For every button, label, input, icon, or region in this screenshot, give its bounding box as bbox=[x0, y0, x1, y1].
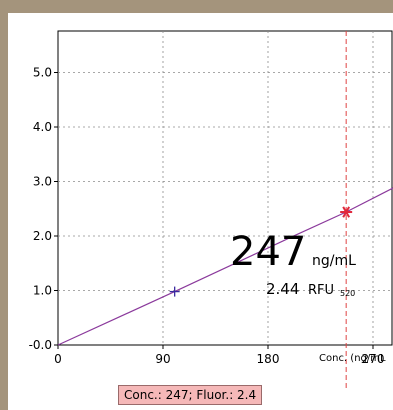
plot-area bbox=[57, 30, 393, 346]
cursor-readout-tooltip: Conc.: 247; Fluor.: 2.4 bbox=[118, 385, 263, 405]
y-tick-label: -0.0 bbox=[29, 338, 52, 352]
fluorescence-wavelength: 520 bbox=[340, 289, 355, 298]
sample-point bbox=[340, 206, 353, 218]
x-tick-label: 180 bbox=[257, 352, 280, 366]
y-tick-label: 3.0 bbox=[33, 175, 52, 189]
fluorescence-value: 2.44 bbox=[266, 280, 299, 298]
x-tick-label: 0 bbox=[54, 352, 62, 366]
x-tick-label: 270 bbox=[362, 352, 385, 366]
chart-panel: 090180270360-0.01.02.03.04.05.0 Conc. (n… bbox=[8, 13, 393, 410]
standard-point bbox=[169, 286, 180, 297]
y-tick-label: 5.0 bbox=[33, 66, 52, 80]
x-tick-label: 90 bbox=[155, 352, 170, 366]
y-tick-label: 4.0 bbox=[33, 120, 52, 134]
y-tick-label: 1.0 bbox=[33, 284, 52, 298]
fluorescence-unit: RFU bbox=[308, 283, 334, 298]
concentration-value: 247 bbox=[230, 229, 306, 275]
concentration-unit: ng/mL bbox=[312, 253, 356, 269]
y-tick-label: 2.0 bbox=[33, 229, 52, 243]
x-axis-unit-label: Conc. (ng/mL bbox=[319, 353, 386, 364]
standard-curve-chart: 090180270360-0.01.02.03.04.05.0 Conc. (n… bbox=[29, 30, 393, 391]
